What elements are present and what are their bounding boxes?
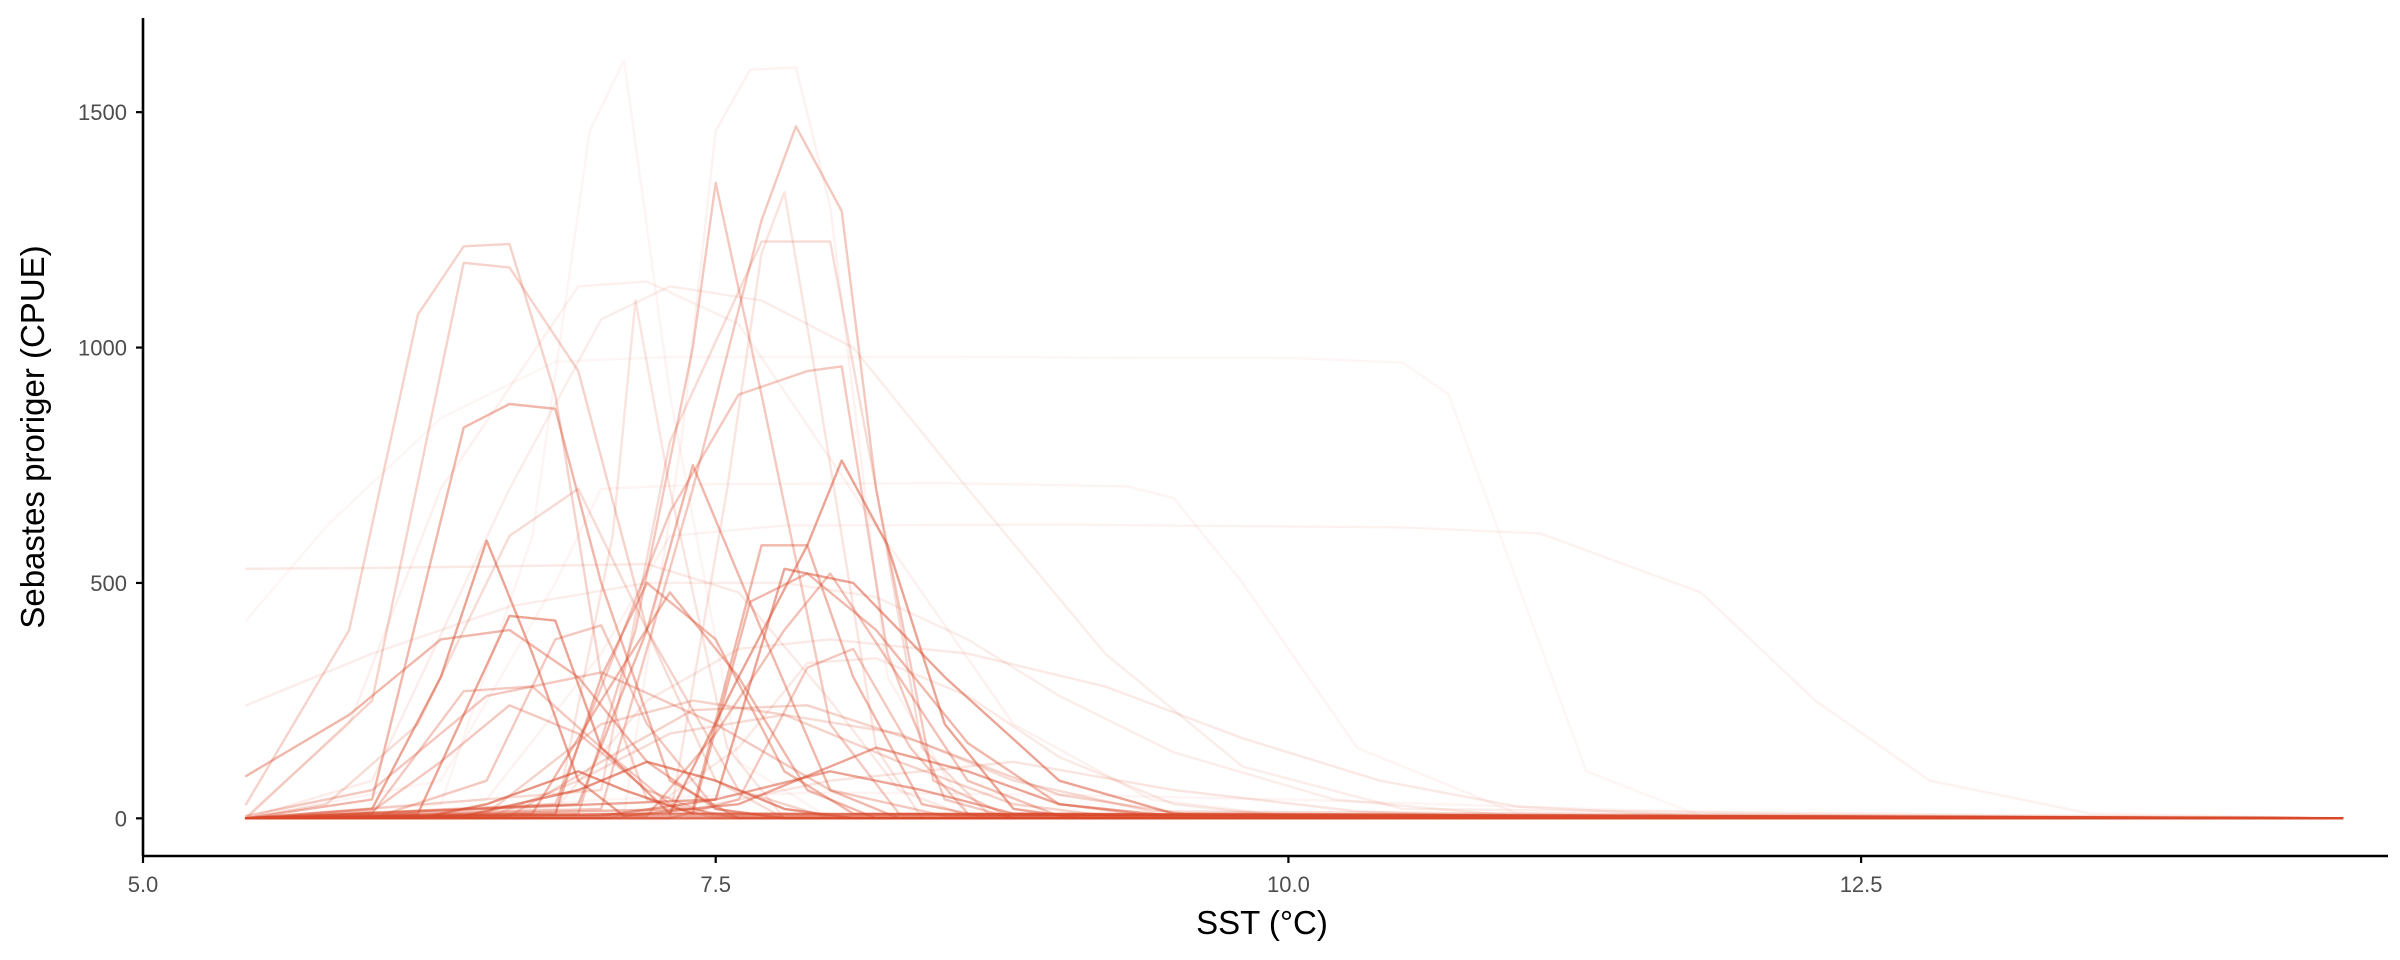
series-line-40	[244, 770, 2344, 820]
series-line-3	[244, 355, 2344, 820]
y-tick-label: 1500	[78, 100, 127, 125]
series-line-6	[244, 280, 2344, 820]
x-tick-label: 10.0	[1267, 872, 1310, 897]
series-line-33	[244, 572, 2344, 820]
y-tick-label: 1000	[78, 336, 127, 361]
series-line-26	[244, 671, 2344, 820]
x-tick-label: 5.0	[128, 872, 159, 897]
series-line-42	[244, 760, 2344, 820]
series-line-5	[244, 523, 2344, 820]
series-line-10	[244, 638, 2344, 820]
series-line-1	[244, 59, 2344, 820]
series-line-44	[244, 647, 2344, 820]
series-line-9	[244, 581, 2344, 820]
x-tick-label: 7.5	[700, 872, 731, 897]
series-line-17	[244, 181, 2344, 820]
series-line-25	[244, 685, 2344, 820]
series-line-38	[244, 760, 2344, 820]
series-line-7	[244, 285, 2344, 820]
series-line-12	[244, 261, 2344, 820]
series-line-23	[244, 539, 2344, 820]
y-axis-ticks: 0 500 1000 1500	[78, 100, 143, 831]
x-axis-title: SST (°C)	[1196, 904, 1328, 941]
series-line-16	[244, 240, 2344, 820]
series-line-21	[244, 581, 2344, 820]
series-line-2	[244, 66, 2344, 820]
x-axis-ticks: 5.0 7.5 10.0 12.5	[128, 856, 1883, 897]
series-line-47	[244, 791, 2344, 820]
series-line-35	[244, 487, 2344, 820]
series-line-32	[244, 713, 2344, 820]
series-line-28	[244, 459, 2344, 820]
series-line-34	[244, 704, 2344, 820]
series-line-37	[244, 190, 2344, 820]
series-line-14	[244, 365, 2344, 820]
series-line-41	[244, 746, 2344, 820]
series-line-15	[244, 125, 2344, 820]
y-axis-title: Sebastes proriger (CPUE)	[14, 245, 51, 628]
series-lines	[244, 59, 2344, 820]
series-line-36	[244, 299, 2344, 820]
y-tick-label: 500	[90, 571, 127, 596]
series-line-29	[244, 572, 2344, 820]
series-line-8	[244, 562, 2344, 820]
series-line-43	[244, 624, 2344, 820]
x-tick-label: 12.5	[1840, 872, 1883, 897]
series-line-4	[244, 481, 2344, 820]
series-line-46	[244, 657, 2344, 820]
series-line-20	[244, 567, 2344, 820]
y-tick-label: 0	[115, 806, 127, 831]
